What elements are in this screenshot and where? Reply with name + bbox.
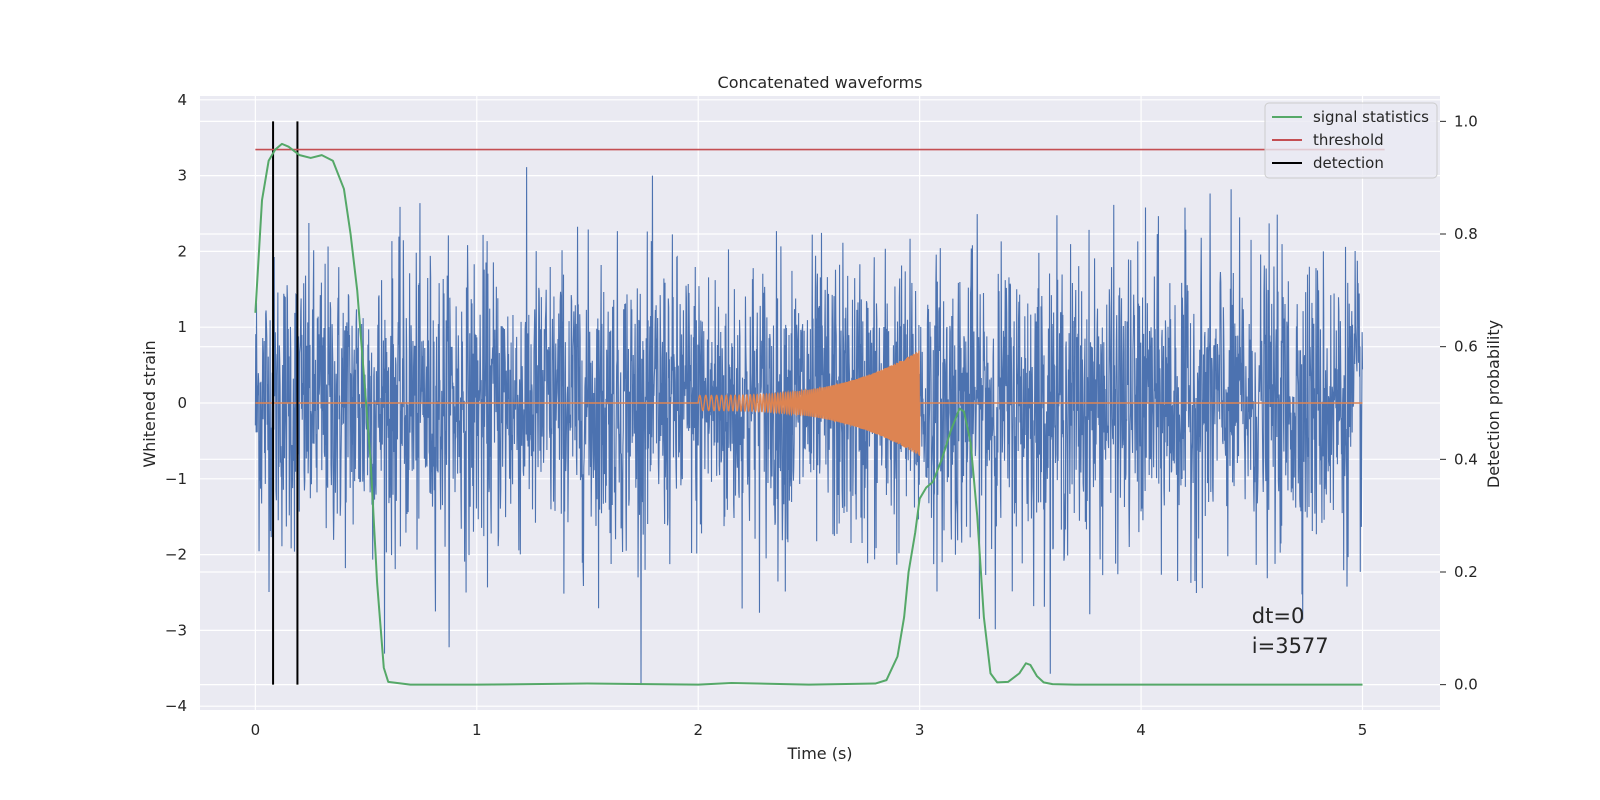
detection-lines bbox=[272, 121, 299, 685]
left-y-tick-label: 3 bbox=[177, 167, 187, 185]
legend: signal statistics threshold detection bbox=[1264, 102, 1438, 179]
right-y-tick-label: 0.8 bbox=[1454, 225, 1478, 243]
annotation: dt=0 i=3577 bbox=[1252, 604, 1329, 658]
x-tick-label: 5 bbox=[1358, 721, 1368, 739]
legend-label-signal-statistics: signal statistics bbox=[1313, 108, 1429, 126]
right-y-axis-label: Detection probability bbox=[1484, 320, 1503, 488]
x-axis-label: Time (s) bbox=[786, 744, 852, 763]
right-y-tick-label: 1.0 bbox=[1454, 112, 1478, 130]
x-axis-ticks: 0 1 2 3 4 5 bbox=[251, 721, 1368, 739]
annotation-i: i=3577 bbox=[1252, 634, 1329, 658]
right-y-tick-label: 0.6 bbox=[1454, 338, 1478, 356]
signal-statistics-series bbox=[254, 142, 1363, 686]
legend-label-threshold: threshold bbox=[1313, 131, 1384, 149]
left-y-tick-label: −4 bbox=[165, 697, 187, 715]
signal-statistics-line bbox=[254, 142, 1363, 686]
right-y-axis-ticks: 1.0 0.8 0.6 0.4 0.2 0.0 bbox=[1440, 112, 1478, 694]
left-y-tick-label: −1 bbox=[165, 470, 187, 488]
left-y-tick-label: −3 bbox=[165, 621, 187, 639]
right-y-tick-label: 0.4 bbox=[1454, 450, 1478, 468]
left-y-tick-label: 0 bbox=[177, 394, 187, 412]
left-y-tick-label: 1 bbox=[177, 318, 187, 336]
left-y-axis-label: Whitened strain bbox=[140, 340, 159, 467]
x-tick-label: 4 bbox=[1136, 721, 1146, 739]
x-tick-label: 2 bbox=[693, 721, 703, 739]
x-tick-label: 0 bbox=[251, 721, 261, 739]
chirp-line bbox=[255, 350, 1363, 456]
left-y-tick-label: 4 bbox=[177, 91, 187, 109]
orange-chirp-series bbox=[255, 350, 1363, 456]
x-tick-label: 3 bbox=[915, 721, 925, 739]
legend-box bbox=[1264, 102, 1438, 179]
annotation-dt: dt=0 bbox=[1252, 604, 1305, 628]
left-y-tick-label: 2 bbox=[177, 242, 187, 260]
right-y-tick-label: 0.0 bbox=[1454, 676, 1478, 694]
left-y-tick-label: −2 bbox=[165, 546, 187, 564]
left-y-axis-ticks: 4 3 2 1 0 −1 −2 −3 −4 bbox=[165, 91, 187, 715]
x-tick-label: 1 bbox=[472, 721, 482, 739]
right-y-tick-label: 0.2 bbox=[1454, 563, 1478, 581]
legend-label-detection: detection bbox=[1313, 154, 1384, 172]
chart-title: Concatenated waveforms bbox=[718, 73, 923, 92]
